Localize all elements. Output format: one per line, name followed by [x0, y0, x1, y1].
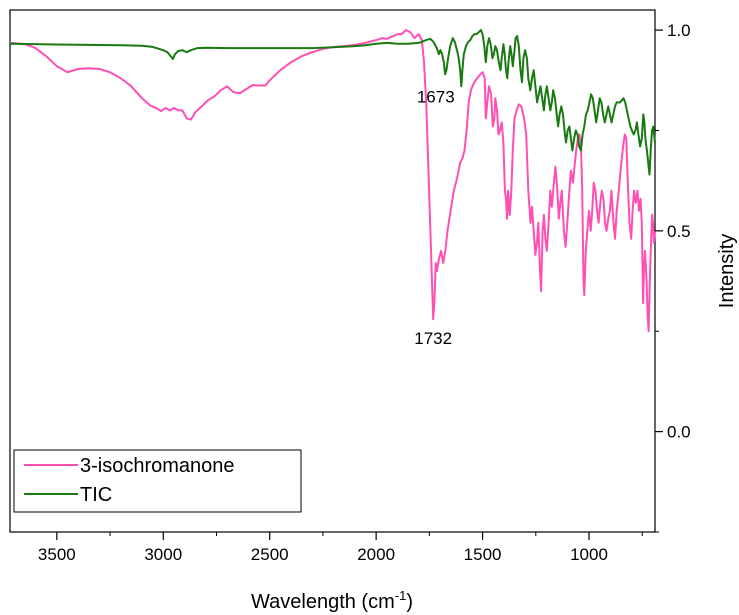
- annotation-1732: 1732: [414, 329, 452, 348]
- annotation-1673: 1673: [417, 87, 455, 106]
- series-line-tic: [9, 29, 656, 176]
- plot-frame: [9, 9, 656, 533]
- legend-box: [13, 449, 302, 513]
- x-tick-label: 3500: [38, 545, 76, 564]
- x-tick-label: 2500: [251, 545, 289, 564]
- x-tick-label: 2000: [357, 545, 395, 564]
- legend-label-tic: TIC: [80, 484, 112, 506]
- legend: 3-isochromanone TIC: [13, 449, 302, 513]
- annotations: 1732 1673: [414, 87, 454, 348]
- series-line-3-isochromanone: [9, 29, 656, 333]
- legend-label-3-isochromanone: 3-isochromanone: [80, 455, 235, 477]
- x-tick-label: 1500: [464, 545, 502, 564]
- y-tick-label: 1.0: [667, 21, 691, 40]
- x-tick-label: 3000: [144, 545, 182, 564]
- y-axis-right: 0.0 0.5 1.0: [655, 21, 691, 533]
- series-layer: [9, 29, 656, 333]
- y-tick-label: 0.5: [667, 222, 691, 241]
- x-axis-label: Wavelength (cm-1): [251, 588, 413, 613]
- y-axis-label: Intensity: [716, 234, 738, 308]
- x-axis: 3500 3000 2500 2000 1500 1000: [38, 532, 643, 564]
- y-tick-label: 0.0: [667, 423, 691, 442]
- x-tick-label: 1000: [570, 545, 608, 564]
